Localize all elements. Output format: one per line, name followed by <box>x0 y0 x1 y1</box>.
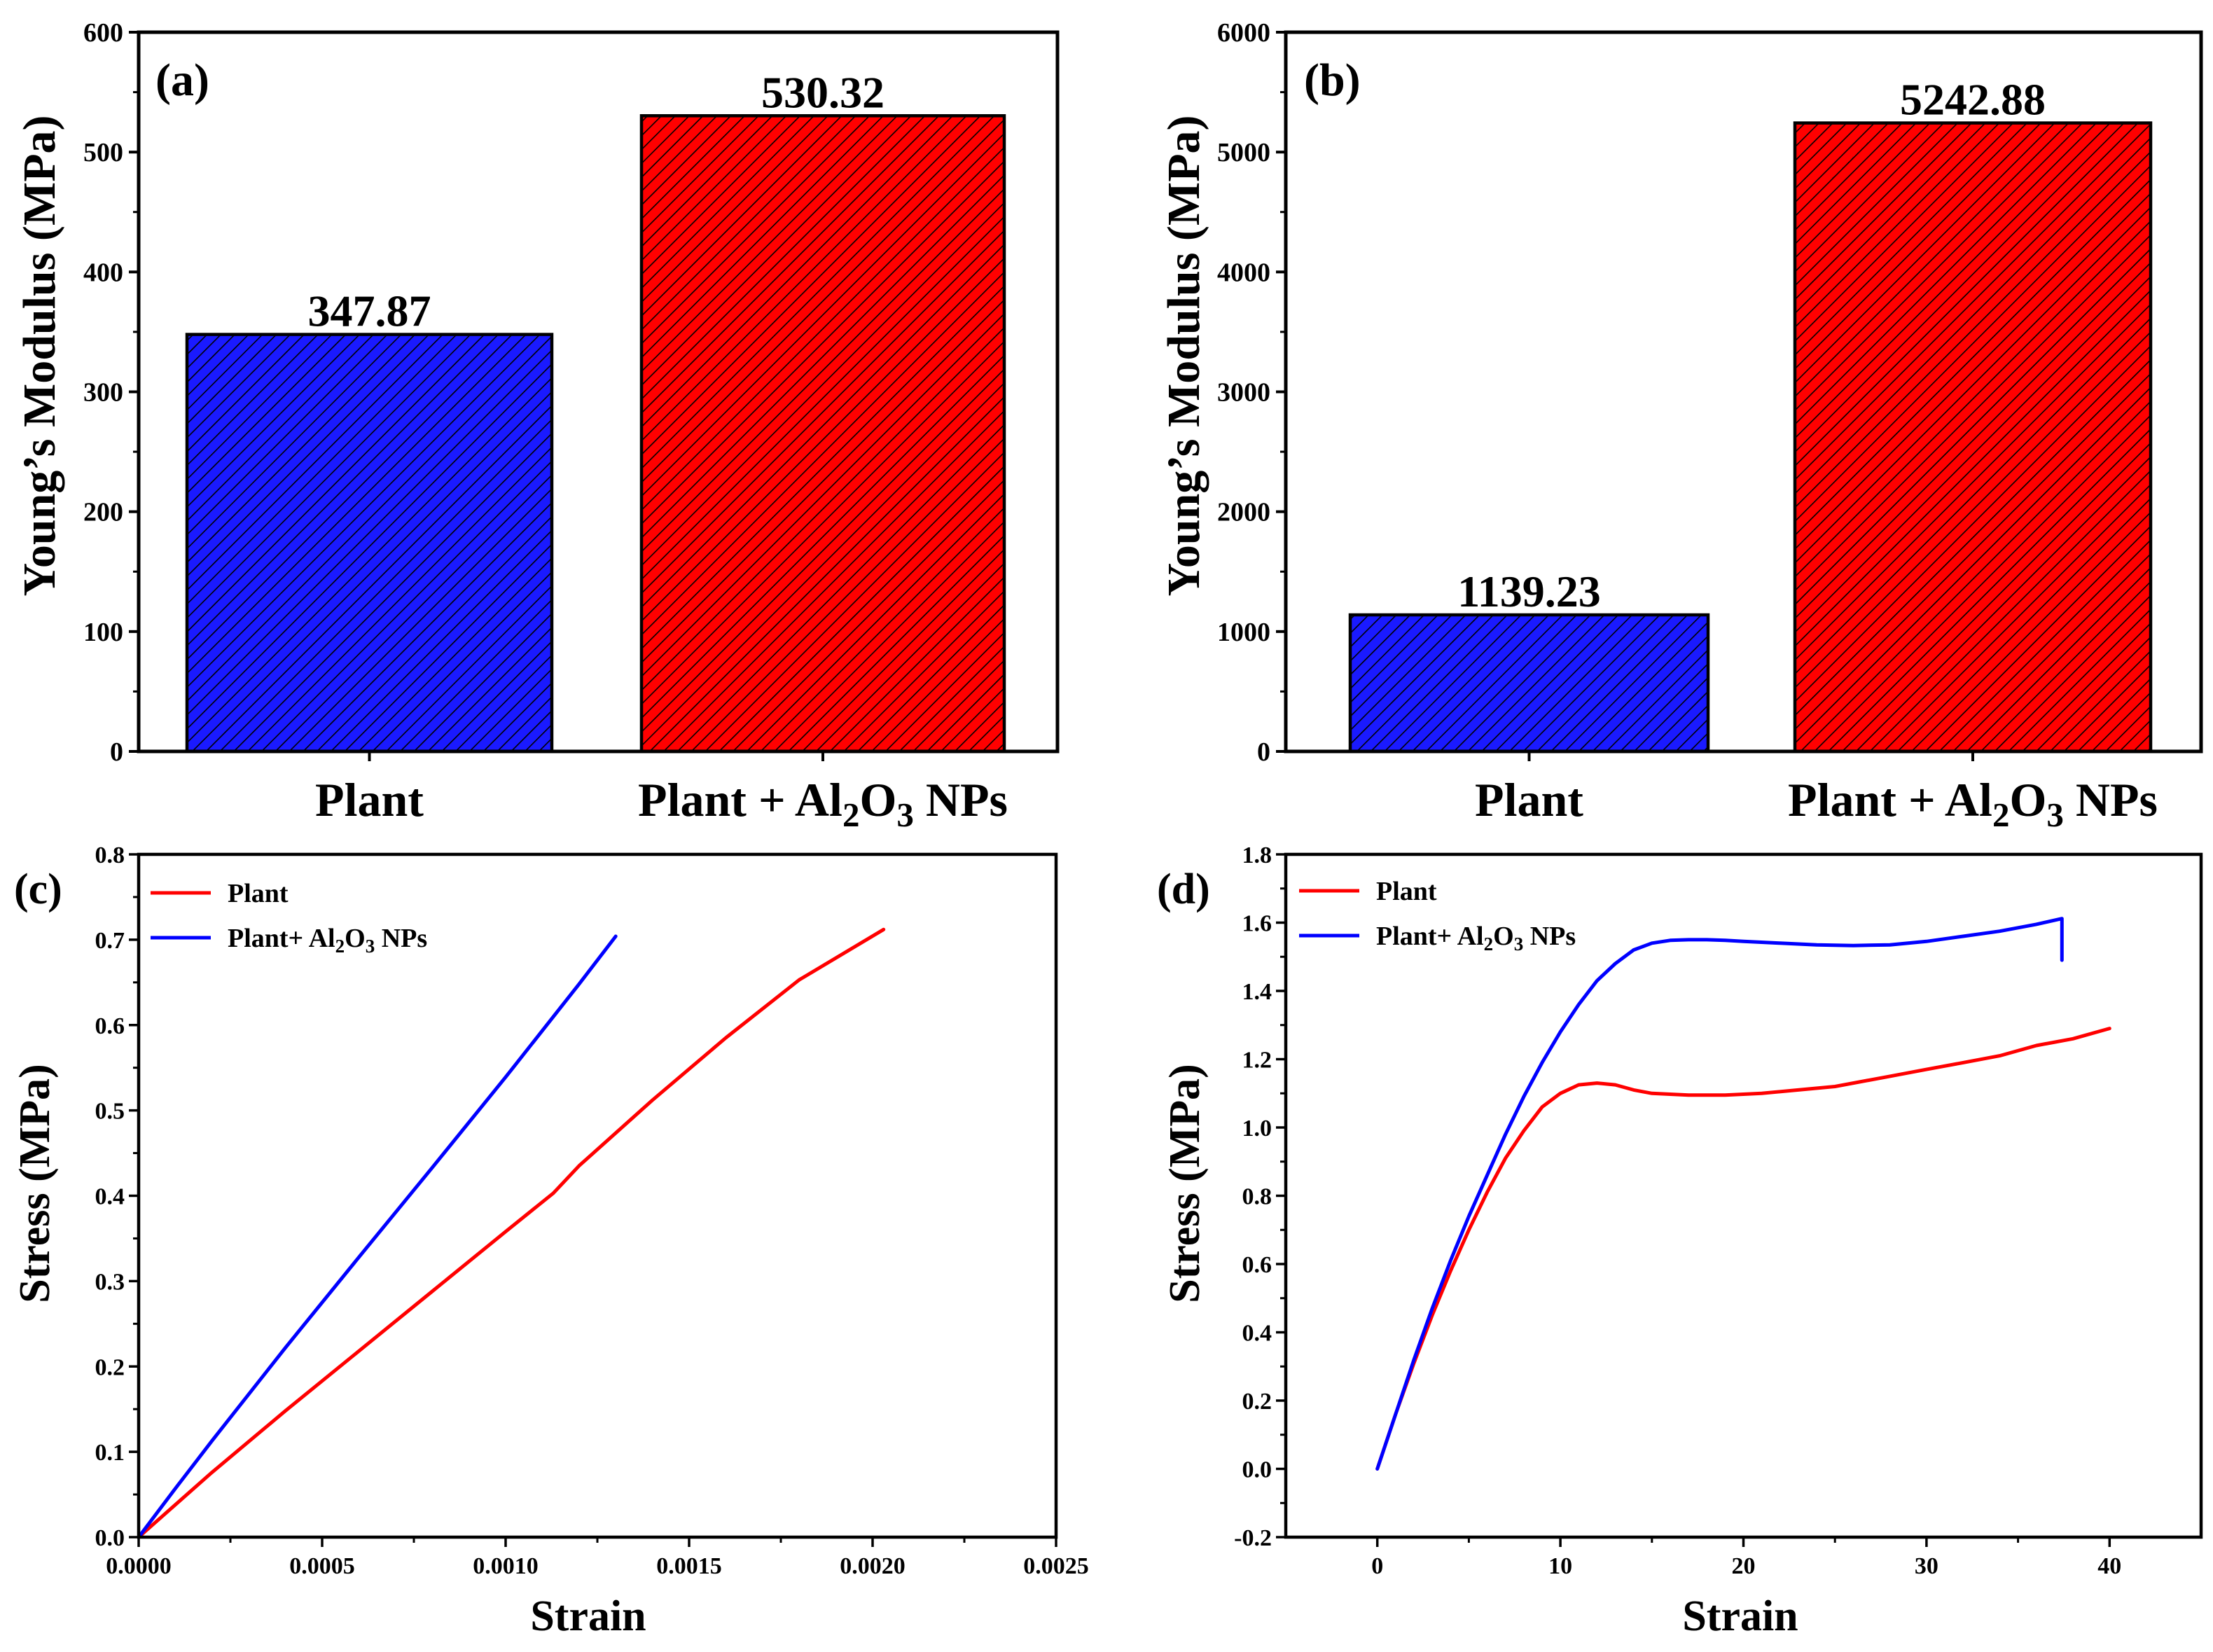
panel-b-xtick-label-plant: Plant <box>1475 773 1583 826</box>
panel-c-xtick-label: 0.0025 <box>1023 1553 1089 1579</box>
panel-d-ytick-label: -0.2 <box>1234 1525 1272 1551</box>
panel-d-stress-strain-chart: (d) Stress (MPa) Strain -0.2 0.0 0.2 0.4 0.6… <box>1157 842 2203 1640</box>
panel-c-label: (c) <box>14 866 62 913</box>
panel-a-bar-plant-np <box>639 114 1006 754</box>
panel-d-ytick-label: 0.2 <box>1242 1389 1272 1415</box>
panel-d-ytick-label: 0.6 <box>1242 1252 1272 1278</box>
panel-c-ytick-label: 0.5 <box>95 1099 125 1125</box>
panel-a-ytick-label: 200 <box>83 498 123 527</box>
panel-d-plot-frame <box>1284 852 2203 1539</box>
panel-d-ytick-label: 1.8 <box>1242 842 1272 868</box>
panel-c-series-plant-np <box>137 934 618 1539</box>
panel-a-ylabel: Young’s Modulus (MPa) <box>14 116 65 597</box>
panel-b-ytick-label: 1000 <box>1217 618 1270 647</box>
panel-c-xlabel: Strain <box>530 1592 646 1640</box>
panel-c-ytick-label: 0.6 <box>95 1013 125 1039</box>
panel-b-ylabel: Young’s Modulus (MPa) <box>1158 116 1209 597</box>
panel-b-ytick-label: 3000 <box>1217 378 1270 408</box>
panel-a-youngs-modulus-chart: (a) Young’s Modulus (MPa) 347.87 Plant 530… <box>14 18 1060 834</box>
panel-d-xtick-label: 40 <box>2097 1553 2121 1579</box>
panel-c-ytick-label: 0.4 <box>95 1184 125 1210</box>
panel-c-xtick-label: 0.0020 <box>840 1553 906 1579</box>
panel-a-ytick-label: 300 <box>83 378 123 408</box>
panel-c-ytick-label: 0.8 <box>95 842 125 868</box>
panel-d-ytick-label: 1.6 <box>1242 911 1272 937</box>
panel-d-ytick-label: 0.8 <box>1242 1184 1272 1210</box>
panel-c-xtick-label: 0.0000 <box>106 1553 172 1579</box>
panel-d-ytick-label: 0.4 <box>1242 1321 1272 1347</box>
panel-d-xtick-label: 30 <box>1915 1553 1938 1579</box>
panel-b-ytick-label: 4000 <box>1217 258 1270 287</box>
panel-b-label: (b) <box>1304 55 1361 106</box>
panel-a-xtick-label-plant-np: Plant + Al2O3 NPs <box>638 773 1008 834</box>
panel-b-xtick-label-plant-np: Plant + Al2O3 NPs <box>1788 773 2158 834</box>
panel-a-ytick-label: 400 <box>83 258 123 287</box>
panel-a-ytick-label: 0 <box>110 737 123 767</box>
panel-d-ytick-label: 1.4 <box>1242 979 1272 1005</box>
panel-d-series-plant <box>1375 1027 2111 1471</box>
panel-a-value-label-plant: 347.87 <box>308 286 431 336</box>
panel-c-plot-frame <box>137 852 1058 1539</box>
panel-c-ytick-label: 0.0 <box>95 1525 125 1551</box>
panel-d-series-plant-np <box>1375 917 2064 1471</box>
panel-c-ytick-label: 0.3 <box>95 1269 125 1295</box>
panel-b-bar-plant <box>1348 613 1710 754</box>
panel-b-bar-plant-np <box>1793 121 2153 754</box>
panel-d-xlabel: Strain <box>1682 1592 1798 1640</box>
panel-c-xtick-label: 0.0015 <box>656 1553 722 1579</box>
panel-b-value-label-plant-np: 5242.88 <box>1900 75 2046 125</box>
panel-d-xtick-label: 20 <box>1732 1553 1756 1579</box>
panel-d-ytick-label: 0.0 <box>1242 1457 1272 1483</box>
panel-c-legend-label-plant: Plant <box>228 879 289 908</box>
panel-a-ytick-label: 500 <box>83 138 123 167</box>
panel-a-ytick-label: 100 <box>83 618 123 647</box>
panel-c-stress-strain-chart: (c) Stress (MPa) Strain 0.0 0.1 0.2 0.3 0.4 0… <box>11 842 1089 1640</box>
panel-c-series-plant <box>137 927 886 1539</box>
panel-b-youngs-modulus-chart: (b) Young’s Modulus (MPa) 1139.23 Plant 52… <box>1158 18 2203 834</box>
panel-d-ylabel: Stress (MPa) <box>1161 1064 1209 1303</box>
panel-c-xtick-label: 0.0005 <box>289 1553 355 1579</box>
panel-d-legend-label-plant: Plant <box>1376 877 1437 906</box>
panel-c-xtick-label: 0.0010 <box>473 1553 539 1579</box>
panel-b-ytick-label: 0 <box>1257 737 1270 767</box>
panel-b-ytick-label: 2000 <box>1217 498 1270 527</box>
panel-c-ytick-label: 0.1 <box>95 1440 125 1466</box>
panel-d-ytick-label: 1.2 <box>1242 1048 1272 1074</box>
panel-d-label: (d) <box>1157 866 1210 913</box>
panel-d-xtick-label: 0 <box>1371 1553 1383 1579</box>
panel-a-xtick-label-plant: Plant <box>315 773 424 826</box>
panel-d-xtick-label: 10 <box>1548 1553 1572 1579</box>
panel-d-ytick-label: 1.0 <box>1242 1116 1272 1141</box>
panel-d-legend-label-plant-np: Plant+ Al2O3 NPs <box>1376 922 1576 955</box>
panel-a-value-label-plant-np: 530.32 <box>761 67 884 117</box>
panel-b-value-label-plant: 1139.23 <box>1457 567 1600 616</box>
panel-b-ytick-label: 5000 <box>1217 138 1270 167</box>
panel-a-label: (a) <box>155 55 209 106</box>
panel-a-bar-plant <box>185 333 554 754</box>
panel-c-ytick-label: 0.7 <box>95 928 125 954</box>
panel-b-ytick-label: 6000 <box>1217 18 1270 48</box>
panel-c-ylabel: Stress (MPa) <box>11 1064 59 1303</box>
panel-c-ytick-label: 0.2 <box>95 1354 125 1380</box>
panel-a-ytick-label: 600 <box>83 18 123 48</box>
panel-c-legend-label-plant-np: Plant+ Al2O3 NPs <box>228 924 427 957</box>
